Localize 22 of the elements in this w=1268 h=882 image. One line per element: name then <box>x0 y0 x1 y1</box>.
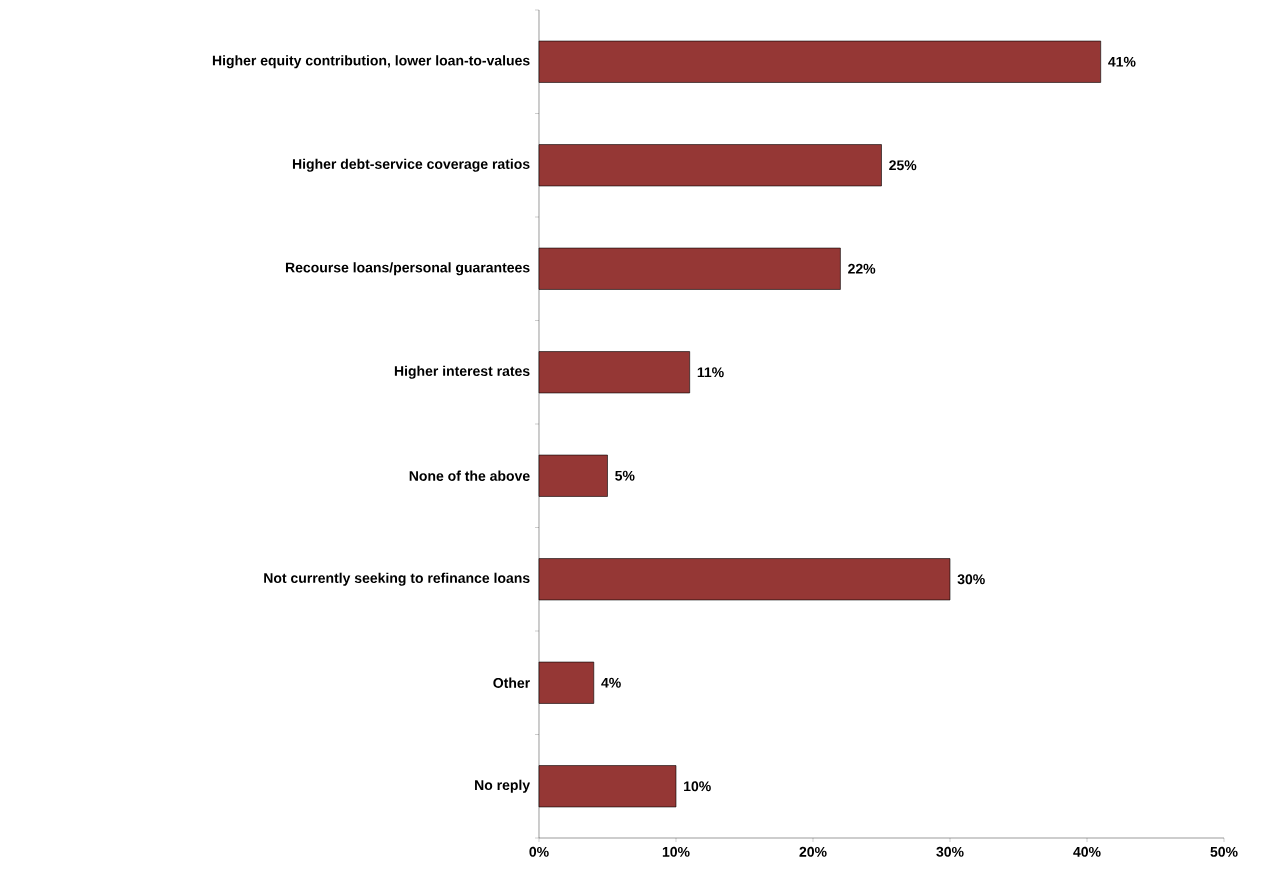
data-label: 22% <box>848 263 876 274</box>
x-tick-label: 40% <box>1073 846 1101 857</box>
data-label: 41% <box>1108 56 1136 67</box>
data-label: 4% <box>601 677 621 688</box>
x-tick-label: 30% <box>936 846 964 857</box>
x-tick-label: 20% <box>799 846 827 857</box>
data-label: 10% <box>684 781 711 792</box>
y-tick-label: Recourse loans/personal guarantees <box>285 262 530 276</box>
x-tick-label: 10% <box>662 846 690 857</box>
y-tick-label: Other <box>493 677 530 688</box>
y-tick-label: Higher equity contribution, lower loan-to-values <box>212 55 530 69</box>
x-tick-label: 0% <box>529 846 549 857</box>
y-tick-label: Higher debt-service coverage ratios <box>292 158 530 172</box>
x-tick-label: 50% <box>1210 846 1238 857</box>
data-label: 5% <box>615 470 635 481</box>
y-tick-label: No reply <box>475 779 531 793</box>
y-tick-label: Higher interest rates <box>394 365 530 379</box>
y-tick-label: None of the above <box>409 470 530 481</box>
data-label: 30% <box>957 574 985 585</box>
data-label: 11% <box>697 367 724 378</box>
y-tick-label: Not currently seeking to refinance loans <box>264 572 530 586</box>
data-label: 25% <box>889 160 917 171</box>
